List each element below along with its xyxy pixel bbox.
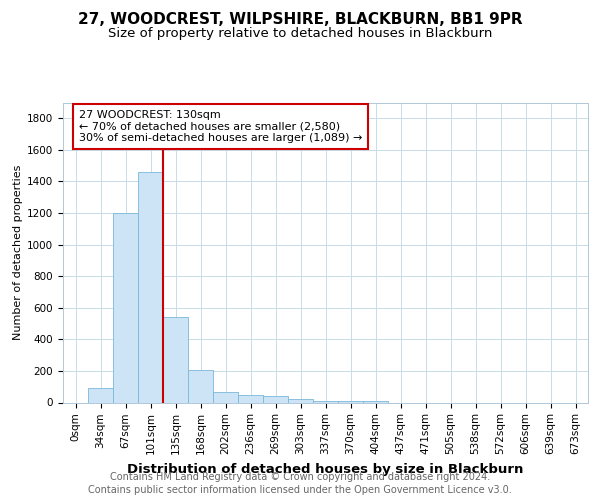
Bar: [363, 401, 388, 402]
Bar: [313, 401, 338, 402]
Y-axis label: Number of detached properties: Number of detached properties: [13, 165, 23, 340]
Bar: [163, 317, 188, 402]
Bar: [88, 388, 113, 402]
X-axis label: Distribution of detached houses by size in Blackburn: Distribution of detached houses by size …: [127, 462, 524, 475]
Text: Contains HM Land Registry data © Crown copyright and database right 2024.
Contai: Contains HM Land Registry data © Crown c…: [88, 472, 512, 495]
Bar: [213, 392, 238, 402]
Text: Size of property relative to detached houses in Blackburn: Size of property relative to detached ho…: [108, 28, 492, 40]
Bar: [338, 401, 363, 402]
Bar: [238, 396, 263, 402]
Text: 27, WOODCREST, WILPSHIRE, BLACKBURN, BB1 9PR: 27, WOODCREST, WILPSHIRE, BLACKBURN, BB1…: [77, 12, 523, 28]
Bar: [138, 172, 163, 402]
Text: 27 WOODCREST: 130sqm
← 70% of detached houses are smaller (2,580)
30% of semi-de: 27 WOODCREST: 130sqm ← 70% of detached h…: [79, 110, 362, 143]
Bar: [188, 370, 213, 402]
Bar: [113, 213, 138, 402]
Bar: [263, 396, 288, 402]
Bar: [288, 398, 313, 402]
